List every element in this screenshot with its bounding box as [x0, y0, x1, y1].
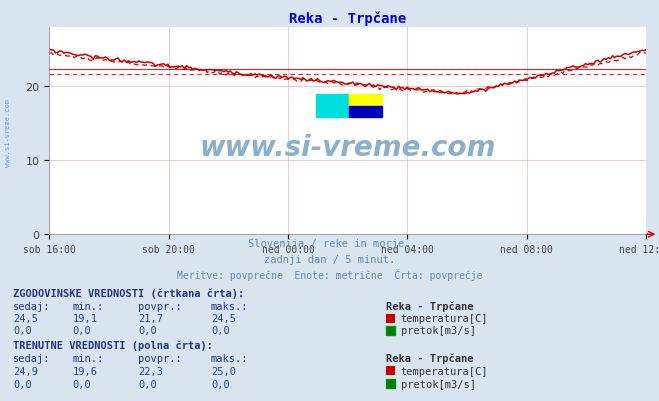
Text: 0,0: 0,0	[138, 379, 157, 389]
Text: Slovenija / reke in morje.: Slovenija / reke in morje.	[248, 239, 411, 249]
Text: 0,0: 0,0	[138, 326, 157, 336]
Text: www.si-vreme.com: www.si-vreme.com	[200, 134, 496, 162]
Text: 24,5: 24,5	[211, 314, 236, 324]
Text: temperatura[C]: temperatura[C]	[401, 314, 488, 324]
Text: Reka - Trpčane: Reka - Trpčane	[386, 301, 473, 312]
Text: 0,0: 0,0	[72, 326, 91, 336]
Text: sedaj:: sedaj:	[13, 353, 51, 363]
Text: pretok[m3/s]: pretok[m3/s]	[401, 379, 476, 389]
Bar	[349, 95, 382, 107]
Text: 24,9: 24,9	[13, 366, 38, 376]
Text: ZGODOVINSKE VREDNOSTI (črtkana črta):: ZGODOVINSKE VREDNOSTI (črtkana črta):	[13, 288, 244, 298]
Text: temperatura[C]: temperatura[C]	[401, 366, 488, 376]
Text: pretok[m3/s]: pretok[m3/s]	[401, 326, 476, 336]
Text: Reka - Trpčane: Reka - Trpčane	[386, 352, 473, 363]
Text: 0,0: 0,0	[211, 326, 229, 336]
Text: min.:: min.:	[72, 302, 103, 312]
Text: 19,6: 19,6	[72, 366, 98, 376]
Text: zadnji dan / 5 minut.: zadnji dan / 5 minut.	[264, 255, 395, 265]
Text: sedaj:: sedaj:	[13, 302, 51, 312]
Text: maks.:: maks.:	[211, 353, 248, 363]
Text: TRENUTNE VREDNOSTI (polna črta):: TRENUTNE VREDNOSTI (polna črta):	[13, 339, 213, 350]
Text: 0,0: 0,0	[72, 379, 91, 389]
Text: povpr.:: povpr.:	[138, 302, 182, 312]
Title: Reka - Trpčane: Reka - Trpčane	[289, 11, 406, 26]
Text: 21,7: 21,7	[138, 314, 163, 324]
Text: 22,3: 22,3	[138, 366, 163, 376]
Text: www.si-vreme.com: www.si-vreme.com	[5, 98, 11, 166]
Text: Meritve: povprečne  Enote: metrične  Črta: povprečje: Meritve: povprečne Enote: metrične Črta:…	[177, 269, 482, 281]
Text: 25,0: 25,0	[211, 366, 236, 376]
Bar	[316, 95, 349, 118]
Text: 0,0: 0,0	[13, 326, 32, 336]
Text: min.:: min.:	[72, 353, 103, 363]
Text: 0,0: 0,0	[13, 379, 32, 389]
Text: maks.:: maks.:	[211, 302, 248, 312]
Text: 24,5: 24,5	[13, 314, 38, 324]
Text: 19,1: 19,1	[72, 314, 98, 324]
Text: povpr.:: povpr.:	[138, 353, 182, 363]
Bar	[349, 107, 382, 118]
Text: 0,0: 0,0	[211, 379, 229, 389]
